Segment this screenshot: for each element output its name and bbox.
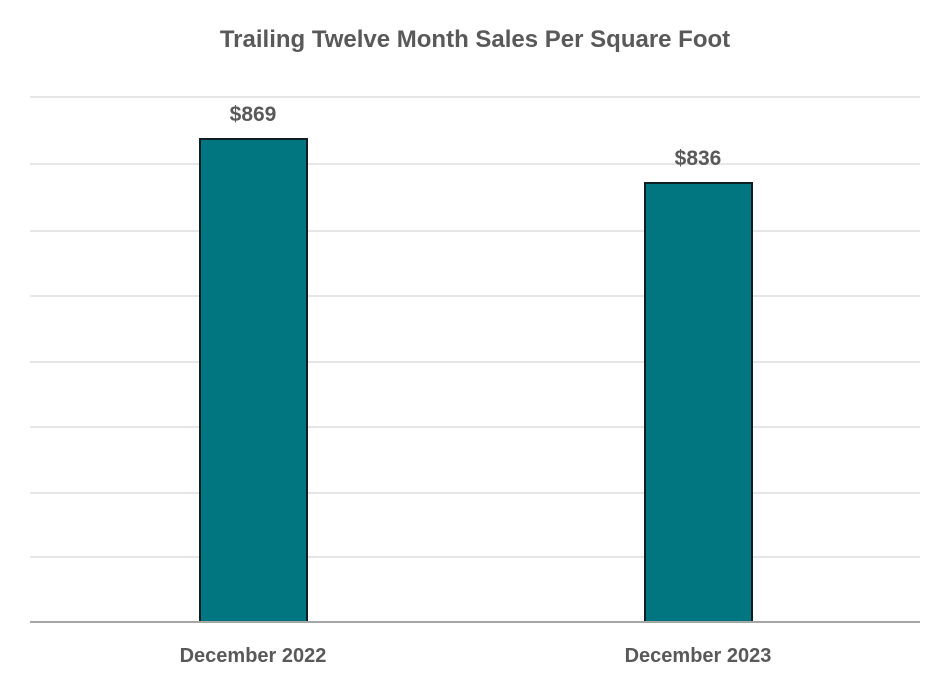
gridline bbox=[30, 163, 920, 165]
gridline bbox=[30, 230, 920, 232]
gridline bbox=[30, 361, 920, 363]
gridline bbox=[30, 556, 920, 558]
data-label-december-2022: $869 bbox=[229, 103, 277, 126]
bar-december-2023 bbox=[644, 182, 753, 622]
gridline bbox=[30, 295, 920, 297]
data-label-december-2023: $836 bbox=[674, 147, 722, 170]
gridline bbox=[30, 96, 920, 98]
bar-december-2022 bbox=[199, 138, 308, 622]
x-tick-label-december-2023: December 2023 bbox=[624, 645, 772, 667]
x-tick-label-december-2022: December 2022 bbox=[179, 645, 327, 667]
x-axis-line bbox=[30, 621, 920, 623]
chart-title: Trailing Twelve Month Sales Per Square F… bbox=[219, 26, 731, 53]
gridline bbox=[30, 426, 920, 428]
gridline bbox=[30, 492, 920, 494]
